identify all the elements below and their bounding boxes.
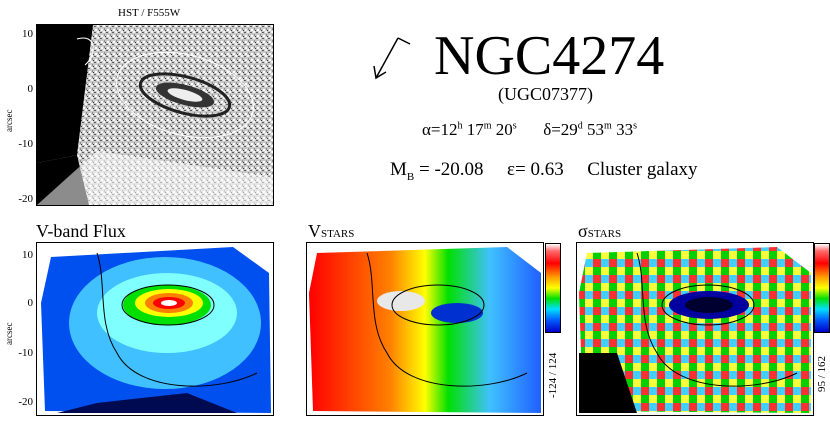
dispersion-range: 95 / 162 (816, 355, 828, 392)
hst-title: HST / F555W (118, 7, 181, 19)
velocity-range: -124 / 124 (547, 352, 559, 398)
north-east-arrow (370, 30, 414, 87)
magnitude-band: B (406, 170, 415, 183)
ra-hour-unit: h (457, 120, 463, 132)
magnitude-value: = -20.08 (414, 159, 484, 180)
hst-ytick-m10: -10 (18, 138, 33, 150)
galaxy-name: NGC4274 (434, 25, 665, 87)
ellipticity: ε= 0.63 (507, 159, 564, 180)
environment: Cluster galaxy (587, 159, 698, 180)
ra-minutes: 17 (462, 120, 484, 139)
velocity-colorbar (545, 243, 561, 333)
dispersion-map (576, 242, 814, 416)
map-ytick-m20: -20 (18, 396, 33, 408)
dispersion-title-symbol: σ (578, 221, 588, 241)
dec-prefix: δ=29 (543, 120, 578, 139)
alternate-name: (UGC07377) (498, 84, 593, 104)
ra-prefix: α=12 (422, 120, 458, 139)
flux-map-title: V-band Flux (36, 221, 126, 241)
dec-second-unit: s (633, 120, 637, 132)
map-ytick-0: 0 (27, 297, 34, 309)
dec-seconds: 33 (611, 120, 634, 139)
velocity-map (306, 242, 544, 416)
dispersion-title-subscript: STARS (587, 228, 622, 240)
ra-second-unit: s (512, 120, 517, 132)
hst-image-svg (37, 25, 273, 205)
ra-minute-unit: m (483, 120, 492, 132)
dispersion-map-title: σSTARS (578, 222, 621, 243)
velocity-title-symbol: V (308, 221, 321, 241)
map-ylabel: arcsec (4, 322, 14, 345)
dec-minutes: 53 (582, 120, 605, 139)
map-ytick-10: 10 (22, 249, 33, 261)
dispersion-colorbar (814, 243, 830, 333)
magnitude-label: M (390, 159, 407, 180)
hst-ytick-m20: -20 (18, 193, 33, 205)
hst-image (36, 24, 274, 206)
dec-minute-unit: m (604, 120, 612, 132)
coordinates: α=12h 17m 20s δ=29d 53m 33s (422, 120, 637, 140)
flux-map (36, 242, 274, 416)
velocity-title-subscript: STARS (321, 228, 355, 240)
map-ytick-m10: -10 (18, 347, 33, 359)
hst-ytick-0: 0 (27, 83, 34, 95)
ra-seconds: 20 (491, 120, 513, 139)
hst-ylabel: arcsec (4, 109, 14, 132)
hst-masked-region (37, 25, 93, 163)
galaxy-properties: MB = -20.08 ε= 0.63 Cluster galaxy (390, 159, 698, 183)
hst-ytick-10: 10 (22, 28, 33, 40)
velocity-map-title: VSTARS (308, 222, 354, 243)
dec-degree-unit: d (577, 120, 583, 132)
